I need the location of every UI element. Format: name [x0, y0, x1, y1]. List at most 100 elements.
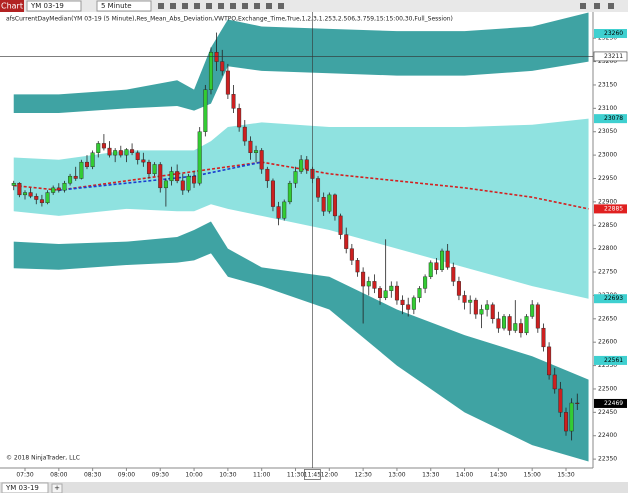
candle-body [473, 299, 478, 315]
price-tag-label: 22693 [604, 295, 623, 302]
candle-body [451, 267, 456, 282]
candle-body [428, 262, 433, 277]
y-tick-label: 23050 [598, 128, 617, 135]
candle-body [316, 178, 321, 198]
candle-body [107, 147, 112, 156]
candle-body [293, 171, 298, 184]
candle-body [186, 175, 191, 191]
x-tick-label: 11:30 [287, 472, 304, 479]
candle-body [518, 323, 523, 334]
candle-body [51, 187, 56, 193]
y-tick-label: 23250 [598, 35, 617, 42]
candle-body [304, 159, 309, 170]
instrument-selector[interactable] [26, 0, 82, 12]
candle-body [169, 171, 174, 182]
candle-body [355, 260, 360, 273]
candle-body [434, 262, 439, 270]
candle-body [197, 131, 202, 184]
candle-body [23, 192, 28, 196]
candle-body [39, 199, 44, 204]
candle-body [146, 161, 151, 175]
chart-button[interactable] [0, 0, 24, 12]
candle-body [84, 161, 89, 168]
y-tick-label: 22750 [598, 269, 617, 276]
price-tag-label: 22561 [604, 357, 623, 364]
crosshair-time-label: 11:45 [304, 472, 321, 479]
crosshair-price-tag [593, 51, 628, 62]
candle-body [440, 250, 445, 270]
candle-body [34, 196, 39, 200]
candle-body [327, 194, 332, 212]
candle-body [101, 143, 106, 149]
candle-body [535, 304, 540, 329]
candle-body [344, 234, 349, 249]
candle-body [575, 402, 580, 404]
price-tag [594, 294, 627, 304]
deviation-band [13, 221, 589, 462]
candle-body [468, 299, 473, 303]
candle-body [400, 299, 405, 305]
candle-body [552, 374, 557, 390]
x-tick-label: 15:30 [557, 472, 574, 479]
x-tick-label: 08:30 [84, 472, 101, 479]
candle-body [203, 89, 208, 132]
candle-body [175, 171, 180, 182]
price-tag [594, 114, 627, 124]
candle-body [11, 182, 16, 186]
candle-body [321, 197, 326, 212]
candle-body [45, 192, 50, 204]
plot [11, 12, 589, 462]
candle-body [208, 52, 213, 90]
x-tick-label: 14:00 [456, 472, 473, 479]
x-tick-label: 10:00 [185, 472, 202, 479]
candle-body [73, 175, 78, 179]
add-tab[interactable] [51, 483, 63, 493]
chart-button-label: Chart [1, 2, 23, 11]
x-tick-label: 13:30 [422, 472, 439, 479]
x-tick-label: 11:00 [253, 472, 270, 479]
candle-body [411, 297, 416, 310]
candle-body [383, 290, 388, 298]
candle-body [225, 70, 230, 95]
candle-body [231, 94, 236, 109]
toolbar-icons[interactable] [158, 3, 614, 9]
tab-bar [0, 482, 628, 493]
price-tag-label: 22885 [604, 205, 623, 212]
y-tick-label: 23000 [598, 152, 617, 159]
candle-body [366, 281, 371, 287]
candle-body [349, 248, 354, 261]
instrument-label: YM 03-19 [30, 2, 64, 10]
candle-body [406, 304, 411, 310]
x-tick-label: 13:00 [388, 472, 405, 479]
candle-body [276, 206, 281, 219]
candle-body [299, 159, 304, 172]
price-tag [594, 29, 627, 39]
y-tick-label: 22450 [598, 409, 617, 416]
candle-body [490, 304, 495, 320]
axes: 23250 23200 23150 23100 23050 23000 22950 22900… [0, 12, 628, 480]
interval-selector[interactable] [96, 0, 152, 12]
price-tag-label: 23078 [604, 115, 623, 122]
candle-body [558, 388, 563, 413]
candle-body [17, 182, 22, 196]
candle-body [220, 61, 225, 72]
candle-body [259, 150, 264, 170]
candle-body [564, 412, 569, 432]
crosshair-price-label: 23211 [604, 53, 623, 60]
candle-body [496, 318, 501, 329]
y-tick-label: 22350 [598, 456, 617, 463]
interval-label: 5 Minute [101, 2, 132, 10]
chart-tab[interactable] [1, 482, 49, 493]
candle-body [130, 149, 135, 153]
candle-body [254, 150, 259, 153]
candle-body [242, 126, 247, 142]
candle-body [445, 250, 450, 268]
candle-body [265, 168, 270, 182]
candle-body [547, 346, 552, 376]
add-tab-label: + [54, 484, 60, 492]
x-tick-label: 09:30 [152, 472, 169, 479]
candle-body [141, 159, 146, 163]
copyright: © 2018 NinjaTrader, LLC [6, 455, 80, 462]
candle-body [423, 276, 428, 289]
